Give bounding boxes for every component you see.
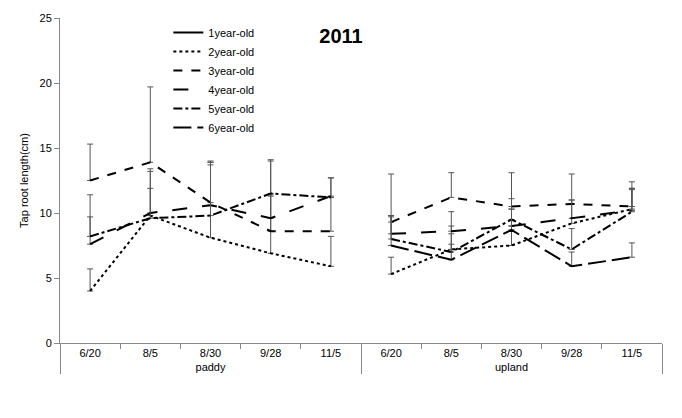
svg-text:11/5: 11/5 bbox=[321, 347, 342, 359]
svg-text:15: 15 bbox=[40, 142, 52, 154]
svg-text:10: 10 bbox=[40, 207, 52, 219]
svg-text:6/20: 6/20 bbox=[380, 347, 401, 359]
svg-text:paddy: paddy bbox=[196, 361, 226, 373]
svg-text:Tap root length(cm): Tap root length(cm) bbox=[18, 133, 30, 228]
svg-text:6year-old: 6year-old bbox=[208, 122, 254, 134]
svg-text:9/28: 9/28 bbox=[561, 347, 582, 359]
svg-text:4year-old: 4year-old bbox=[208, 84, 254, 96]
svg-text:5year-old: 5year-old bbox=[208, 103, 254, 115]
svg-text:8/5: 8/5 bbox=[143, 347, 158, 359]
svg-text:2year-old: 2year-old bbox=[208, 46, 254, 58]
svg-text:8/5: 8/5 bbox=[444, 347, 459, 359]
svg-text:1year-old: 1year-old bbox=[208, 27, 254, 39]
svg-text:11/5: 11/5 bbox=[622, 347, 643, 359]
svg-text:8/30: 8/30 bbox=[501, 347, 522, 359]
svg-text:20: 20 bbox=[40, 77, 52, 89]
svg-text:6/20: 6/20 bbox=[79, 347, 100, 359]
svg-text:upland: upland bbox=[495, 361, 528, 373]
svg-text:25: 25 bbox=[40, 12, 52, 24]
svg-text:0: 0 bbox=[46, 337, 52, 349]
svg-text:9/28: 9/28 bbox=[260, 347, 281, 359]
svg-text:8/30: 8/30 bbox=[200, 347, 221, 359]
svg-text:5: 5 bbox=[46, 272, 52, 284]
svg-text:3year-old: 3year-old bbox=[208, 65, 254, 77]
svg-text:2011: 2011 bbox=[319, 25, 362, 47]
